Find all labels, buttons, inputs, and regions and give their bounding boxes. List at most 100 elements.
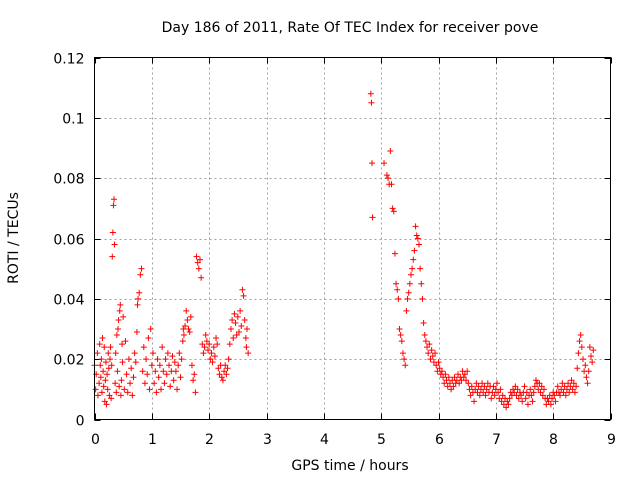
data-point [194,259,201,266]
x-axis-label: GPS time / hours [291,458,408,474]
data-point [432,350,439,357]
data-point [140,344,147,351]
data-point [522,395,529,402]
data-point [574,365,581,372]
data-point [563,386,570,393]
data-point [531,383,538,390]
data-point [565,380,572,387]
data-point [116,307,123,314]
data-point [143,356,150,363]
data-point [557,392,564,399]
data-point [450,383,457,390]
data-point [512,383,519,390]
data-point [504,398,511,405]
data-point [135,295,142,302]
data-point [578,344,585,351]
x-tick-label: 3 [263,432,272,448]
data-point [558,386,565,393]
data-point [585,368,592,375]
data-point [538,383,545,390]
data-point [221,368,228,375]
data-point [475,383,482,390]
data-point [567,383,574,390]
data-point [477,386,484,393]
data-point [573,383,580,390]
data-point [438,368,445,375]
data-point [182,322,189,329]
data-point [202,332,209,339]
data-point [138,265,145,272]
data-point [213,335,220,342]
data-point [192,389,199,396]
data-point [411,247,418,254]
data-point [177,374,184,381]
data-point [590,347,597,354]
data-point [214,341,221,348]
data-point [552,398,559,405]
data-point [235,329,242,336]
data-point [424,344,431,351]
data-point [536,380,543,387]
data-point [491,392,498,399]
data-point [445,374,452,381]
data-point [483,386,490,393]
data-point [368,99,375,106]
data-point [146,386,153,393]
data-point [443,377,450,384]
data-point [481,383,488,390]
data-point [539,392,546,399]
data-point [191,371,198,378]
data-point [224,365,231,372]
data-point [549,395,556,402]
data-point [175,362,182,369]
data-point [398,338,405,345]
data-point [231,310,238,317]
data-point [468,383,475,390]
data-point [114,368,121,375]
data-point [554,383,561,390]
y-tick-label: 0.08 [53,172,84,188]
data-point [422,338,429,345]
data-point [524,401,531,408]
data-point [94,350,101,357]
data-point [188,362,195,369]
data-point [230,335,237,342]
data-point [570,380,577,387]
data-point [97,374,104,381]
data-point [136,289,143,296]
data-point [113,332,120,339]
data-point [243,344,250,351]
data-point [427,356,434,363]
data-point [112,380,119,387]
data-point [124,389,131,396]
data-point [111,241,118,248]
data-point [451,374,458,381]
data-point [149,350,156,357]
data-point [198,274,205,281]
data-point [472,386,479,393]
data-point [103,401,110,408]
data-point [545,398,552,405]
data-point [208,350,215,357]
data-point [101,398,108,405]
data-point [144,371,151,378]
data-point [390,208,397,215]
data-point [100,383,107,390]
data-point [499,392,506,399]
data-points [91,90,597,411]
data-point [435,359,442,366]
data-point [199,341,206,348]
y-tick-label: 0.02 [53,353,84,369]
data-point [162,356,169,363]
data-point [225,356,232,363]
data-point [560,389,567,396]
data-point [537,389,544,396]
data-point [401,356,408,363]
data-point [429,353,436,360]
data-point [169,353,176,360]
data-point [562,392,569,399]
data-point [223,371,230,378]
plot-frame [94,57,611,420]
data-point [178,356,185,363]
x-tick-label: 2 [205,432,214,448]
